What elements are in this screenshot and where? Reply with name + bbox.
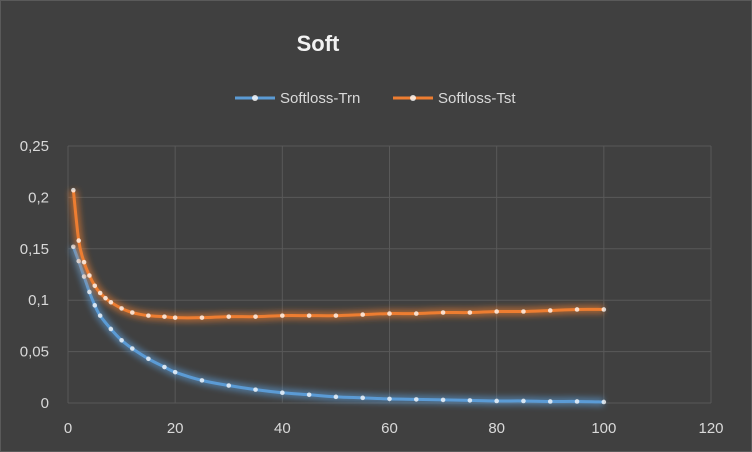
data-point bbox=[97, 313, 103, 318]
series-glow bbox=[68, 189, 604, 323]
data-point bbox=[146, 356, 151, 362]
y-tick-label: 0,15 bbox=[20, 241, 49, 258]
data-point bbox=[172, 369, 178, 375]
data-point bbox=[547, 308, 553, 313]
series-line bbox=[71, 246, 604, 404]
data-point bbox=[81, 259, 87, 265]
y-tick-label: 0,05 bbox=[20, 344, 49, 361]
data-point bbox=[547, 399, 553, 404]
data-point bbox=[574, 399, 580, 404]
y-tick-label: 0,2 bbox=[28, 189, 49, 206]
data-point bbox=[521, 309, 526, 314]
x-tick-label: 120 bbox=[698, 420, 723, 437]
data-point bbox=[280, 390, 285, 396]
data-point bbox=[494, 398, 499, 404]
data-point bbox=[71, 187, 76, 193]
data-point bbox=[199, 315, 205, 320]
x-axis-ticks: 0 20 40 60 80 100 120 bbox=[64, 420, 724, 437]
data-point bbox=[413, 311, 419, 316]
data-point bbox=[92, 303, 98, 308]
data-point bbox=[387, 311, 392, 316]
data-point bbox=[71, 244, 76, 250]
data-point bbox=[333, 313, 339, 318]
legend-label: Softloss-Tst bbox=[438, 90, 516, 107]
x-tick-label: 40 bbox=[274, 420, 291, 437]
data-point bbox=[130, 310, 135, 315]
data-point bbox=[130, 346, 135, 351]
series-softloss-trn bbox=[69, 244, 607, 407]
legend-label: Softloss-Trn bbox=[280, 90, 360, 107]
data-point bbox=[387, 396, 392, 402]
data-point bbox=[108, 326, 114, 332]
y-axis-ticks: 0 0,05 0,1 0,15 0,2 0,25 bbox=[20, 138, 49, 412]
data-point bbox=[601, 307, 607, 312]
data-point bbox=[226, 383, 232, 388]
data-point bbox=[333, 394, 339, 400]
data-point bbox=[162, 314, 167, 319]
data-point bbox=[306, 313, 312, 318]
x-tick-label: 80 bbox=[488, 420, 505, 437]
x-tick-label: 100 bbox=[591, 420, 616, 437]
data-point bbox=[413, 397, 419, 402]
data-point bbox=[92, 283, 98, 289]
series-layer bbox=[68, 187, 607, 407]
data-point bbox=[601, 399, 607, 405]
series-softloss-tst bbox=[68, 187, 607, 323]
data-point bbox=[87, 289, 92, 295]
data-point bbox=[162, 364, 167, 370]
data-point bbox=[226, 314, 232, 319]
gridlines bbox=[67, 145, 712, 404]
y-tick-label: 0,25 bbox=[20, 138, 49, 155]
x-tick-label: 0 bbox=[64, 420, 72, 437]
data-point bbox=[119, 337, 124, 343]
data-point bbox=[467, 398, 473, 403]
data-point bbox=[253, 387, 258, 392]
data-point bbox=[76, 238, 82, 243]
data-point bbox=[360, 312, 366, 317]
data-point bbox=[280, 313, 285, 318]
legend-item: Softloss-Trn bbox=[235, 90, 360, 107]
data-point bbox=[440, 310, 446, 315]
y-tick-label: 0,1 bbox=[28, 292, 49, 309]
legend-marker bbox=[252, 95, 258, 101]
series-glow bbox=[69, 245, 604, 407]
data-point bbox=[253, 314, 258, 319]
x-tick-label: 20 bbox=[167, 420, 184, 437]
data-point bbox=[146, 313, 151, 318]
data-point bbox=[574, 307, 580, 312]
data-point bbox=[467, 310, 473, 315]
series-line bbox=[71, 190, 604, 320]
legend: Softloss-Trn Softloss-Tst bbox=[235, 90, 516, 107]
data-point bbox=[306, 392, 312, 398]
data-point bbox=[97, 290, 103, 296]
data-point bbox=[119, 306, 124, 311]
data-point bbox=[199, 378, 205, 383]
data-point bbox=[360, 395, 366, 401]
data-point bbox=[103, 295, 108, 301]
y-tick-label: 0 bbox=[41, 395, 49, 412]
x-tick-label: 60 bbox=[381, 420, 398, 437]
legend-item: Softloss-Tst bbox=[393, 90, 516, 107]
data-point bbox=[108, 299, 114, 305]
data-point bbox=[521, 398, 526, 404]
legend-marker bbox=[410, 95, 416, 101]
data-point bbox=[87, 273, 92, 278]
data-point bbox=[440, 397, 446, 403]
chart-title: Soft bbox=[297, 31, 340, 56]
data-point bbox=[494, 309, 499, 314]
data-point bbox=[172, 315, 178, 320]
